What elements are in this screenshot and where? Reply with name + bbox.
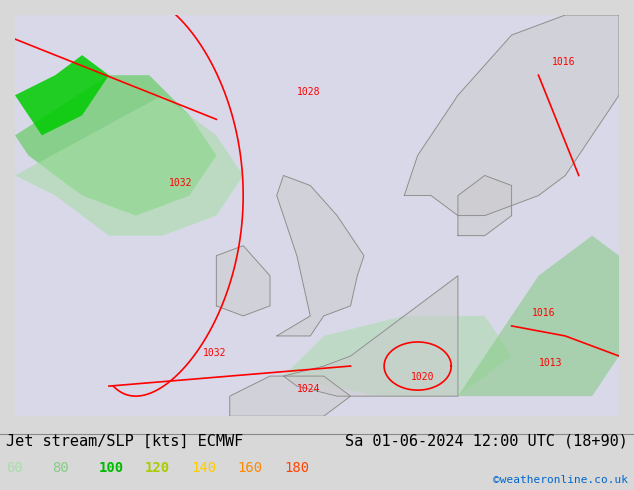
- Text: ©weatheronline.co.uk: ©weatheronline.co.uk: [493, 475, 628, 485]
- Polygon shape: [15, 55, 109, 135]
- Text: Jet stream/SLP [kts] ECMWF: Jet stream/SLP [kts] ECMWF: [6, 433, 243, 448]
- Polygon shape: [458, 236, 619, 396]
- Polygon shape: [283, 276, 458, 396]
- Polygon shape: [404, 15, 619, 216]
- Text: 1016: 1016: [552, 57, 576, 67]
- Text: Sa 01-06-2024 12:00 UTC (18+90): Sa 01-06-2024 12:00 UTC (18+90): [345, 433, 628, 448]
- Text: 1016: 1016: [532, 308, 555, 318]
- Polygon shape: [458, 175, 512, 236]
- Text: 1020: 1020: [411, 372, 434, 382]
- Polygon shape: [230, 376, 351, 416]
- Polygon shape: [276, 175, 364, 336]
- Polygon shape: [216, 245, 270, 316]
- Polygon shape: [283, 316, 512, 396]
- Text: 1013: 1013: [538, 358, 562, 368]
- Text: 1024: 1024: [297, 384, 320, 394]
- Text: 1032: 1032: [203, 348, 226, 358]
- Text: 120: 120: [145, 461, 171, 475]
- Text: 1028: 1028: [297, 87, 320, 97]
- Text: 60: 60: [6, 461, 23, 475]
- Polygon shape: [15, 75, 216, 216]
- Text: 140: 140: [191, 461, 217, 475]
- Text: 80: 80: [53, 461, 69, 475]
- Text: 180: 180: [284, 461, 309, 475]
- Text: 160: 160: [238, 461, 263, 475]
- Text: 100: 100: [99, 461, 124, 475]
- Polygon shape: [15, 95, 243, 236]
- Text: 1032: 1032: [169, 177, 193, 188]
